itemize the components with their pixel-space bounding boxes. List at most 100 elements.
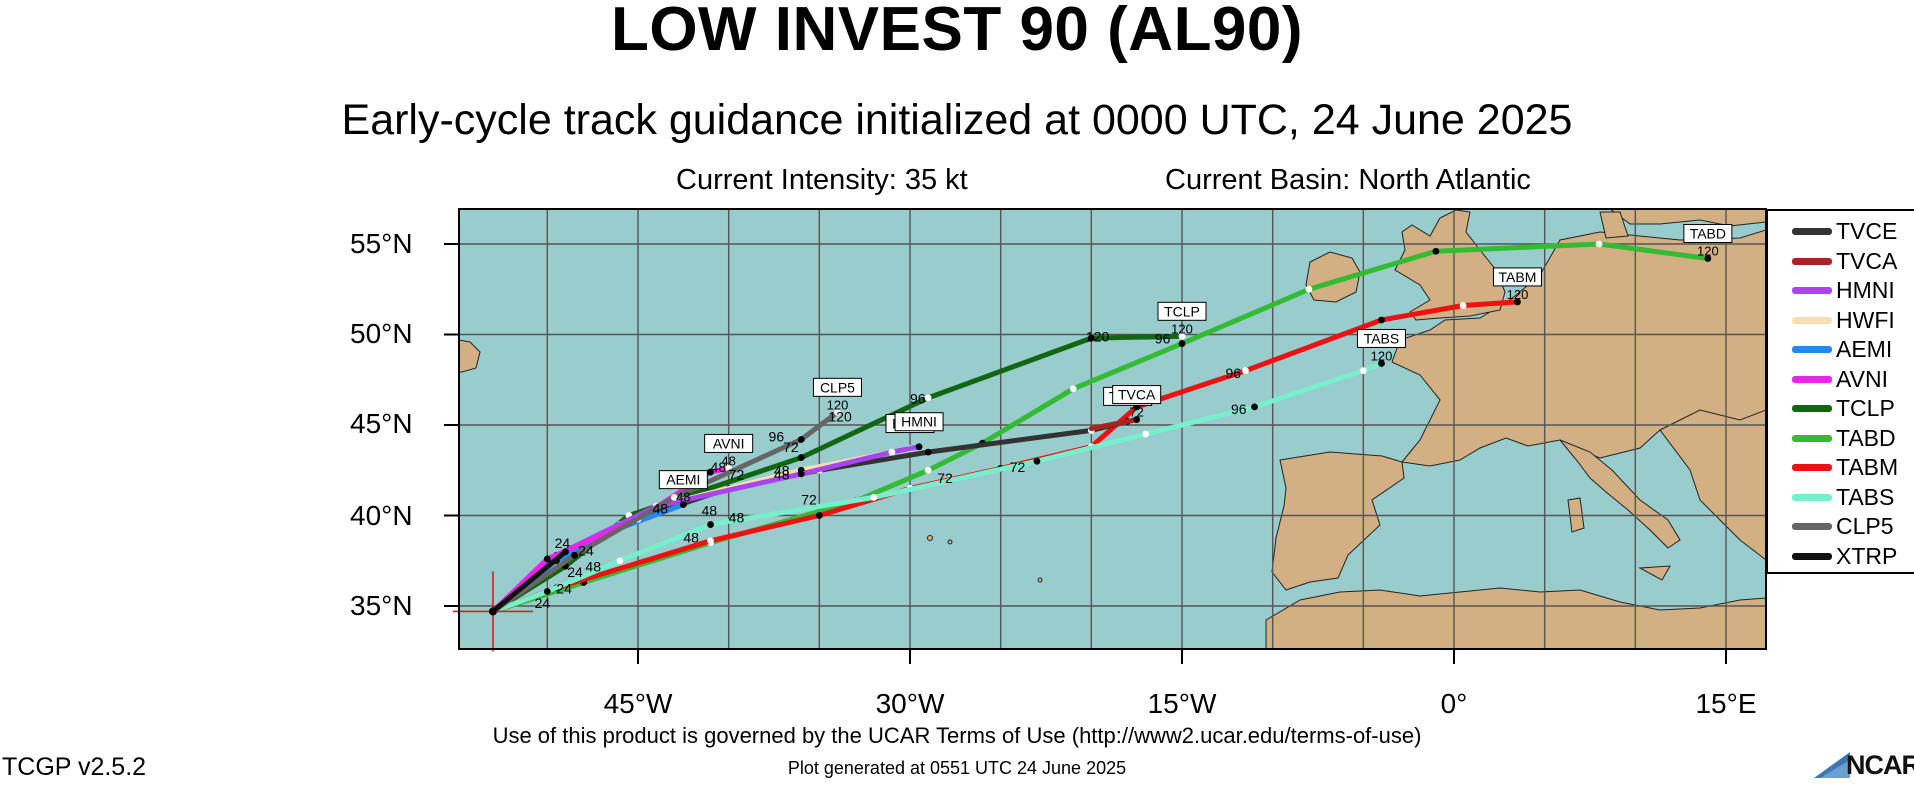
forecast-hour-label: 48	[774, 466, 790, 482]
forecast-hour-label: 120	[828, 408, 852, 424]
track-end-hour: 120	[827, 397, 849, 412]
track-tvca	[1088, 417, 1140, 432]
track-point	[616, 557, 624, 565]
track-point	[870, 494, 878, 501]
logo-text: NCAR	[1846, 750, 1914, 780]
track-end-label-text: CLP5	[820, 379, 855, 395]
legend-swatch	[1792, 257, 1832, 265]
forecast-hour-label: 24	[556, 580, 572, 596]
track-point	[1242, 367, 1249, 375]
lat-label-50n: 50°N	[350, 318, 413, 349]
initial-position-marker	[452, 571, 533, 652]
track-point	[543, 588, 551, 595]
track-end-label-tabm: TABM 120	[1492, 267, 1542, 302]
legend-label: TABM	[1836, 454, 1899, 480]
lat-label-55n: 55°N	[350, 228, 413, 259]
track-end-label-tabs: TABS 120	[1356, 328, 1406, 363]
track-point	[562, 548, 569, 556]
track-point	[1595, 240, 1603, 248]
track-point	[1087, 334, 1095, 342]
track-point	[1069, 385, 1077, 393]
track-point	[1459, 302, 1467, 309]
track-point	[924, 448, 932, 456]
track-point	[797, 470, 805, 478]
track-end-hour: 120	[1697, 243, 1719, 258]
legend-item-avni: AVNI	[1792, 365, 1888, 394]
forecast-hour-label: 48	[729, 510, 745, 526]
page-title: LOW INVEST 90 (AL90)	[610, 0, 1304, 64]
legend-item-tvce: TVCE	[1792, 217, 1897, 246]
forecast-hour-label: 72	[937, 470, 953, 486]
track-point	[1305, 285, 1313, 293]
forecast-hour-label: 48	[774, 463, 790, 479]
forecast-hour-label: 48	[585, 559, 601, 575]
track-point	[1359, 367, 1367, 375]
track-xtrp	[490, 549, 568, 614]
legend-swatch	[1792, 375, 1832, 383]
track-point	[834, 408, 841, 416]
legend: TVCE TVCA HMNI HWFI AEMI AVNI TCLP TABD TABM TABS…	[1766, 209, 1914, 574]
lat-label-40n: 40°N	[350, 500, 413, 531]
legend-swatch	[1792, 552, 1832, 560]
lon-label-15e: 15°E	[1695, 688, 1757, 719]
legend-label: HWFI	[1836, 306, 1895, 333]
track-point	[707, 521, 714, 528]
track-point	[707, 537, 714, 545]
track-end-hour: 48	[721, 453, 735, 468]
current-intensity: Current Intensity: 35 kt	[676, 164, 968, 196]
track-point	[797, 436, 805, 443]
track-end-label-text: TABM	[1499, 269, 1537, 285]
legend-label: AEMI	[1836, 336, 1893, 362]
forecast-hour-label: 96	[1226, 365, 1242, 381]
forecast-hour-label: 72	[801, 492, 817, 508]
track-end-label-text: TABD	[1690, 225, 1726, 241]
track-end-hour: 120	[1507, 287, 1529, 302]
track-point	[1178, 332, 1186, 340]
track-end-label-text: HMNI	[901, 414, 937, 430]
forecast-hour-label: 24	[578, 542, 594, 558]
lon-label-30w: 30°W	[875, 688, 945, 719]
legend-item-tclp: TCLP	[1792, 394, 1895, 423]
lat-label-35n: 35°N	[350, 590, 413, 621]
forecast-hour-label: 96	[910, 390, 926, 406]
track-end-label-tvca: TVCA 72	[1112, 385, 1162, 420]
lon-label-0: 0°	[1440, 688, 1468, 719]
generated-timestamp: Plot generated at 0551 UTC 24 June 2025	[787, 758, 1127, 778]
page-subtitle: Early-cycle track guidance initialized a…	[341, 96, 1573, 144]
forecast-hour-label: 120	[1086, 329, 1110, 345]
lon-label-15w: 15°W	[1147, 688, 1217, 719]
forecast-hour-label: 96	[1231, 401, 1247, 417]
land-masses	[459, 209, 1766, 649]
forecast-hour-label: 72	[783, 439, 799, 455]
track-point	[1142, 430, 1150, 438]
track-point	[1251, 403, 1258, 411]
track-end-hour: 120	[1371, 348, 1393, 363]
legend-item-tabm: TABM	[1792, 453, 1898, 482]
forecast-hour-label: 24	[567, 564, 583, 580]
legend-label: TABS	[1836, 483, 1895, 510]
legend-swatch	[1792, 434, 1832, 442]
legend-label: TVCE	[1836, 218, 1898, 244]
legend-label: HMNI	[1836, 277, 1895, 303]
track-end-hour: 72	[1129, 405, 1143, 420]
track-end-label-avni: AVNI 48	[704, 433, 754, 468]
legend-swatch	[1792, 346, 1832, 353]
legend-label: AVNI	[1836, 365, 1888, 392]
track-point	[1178, 340, 1186, 347]
track-tabs	[490, 361, 1384, 614]
track-point	[924, 466, 932, 474]
current-basin: Current Basin: North Atlantic	[1165, 164, 1531, 196]
track-point	[924, 394, 932, 402]
forecast-hour-label: 48	[653, 501, 669, 517]
legend-label: TCLP	[1836, 395, 1895, 421]
legend-label: TABD	[1836, 424, 1896, 451]
legend-swatch	[1792, 523, 1832, 530]
track-point	[797, 454, 805, 461]
legend-item-tvca: TVCA	[1792, 247, 1897, 276]
legend-swatch	[1792, 228, 1832, 235]
forecast-hour-label: 48	[711, 459, 727, 475]
track-end-hour: 48	[676, 490, 690, 505]
track-end-label-text: TABS	[1364, 330, 1400, 346]
